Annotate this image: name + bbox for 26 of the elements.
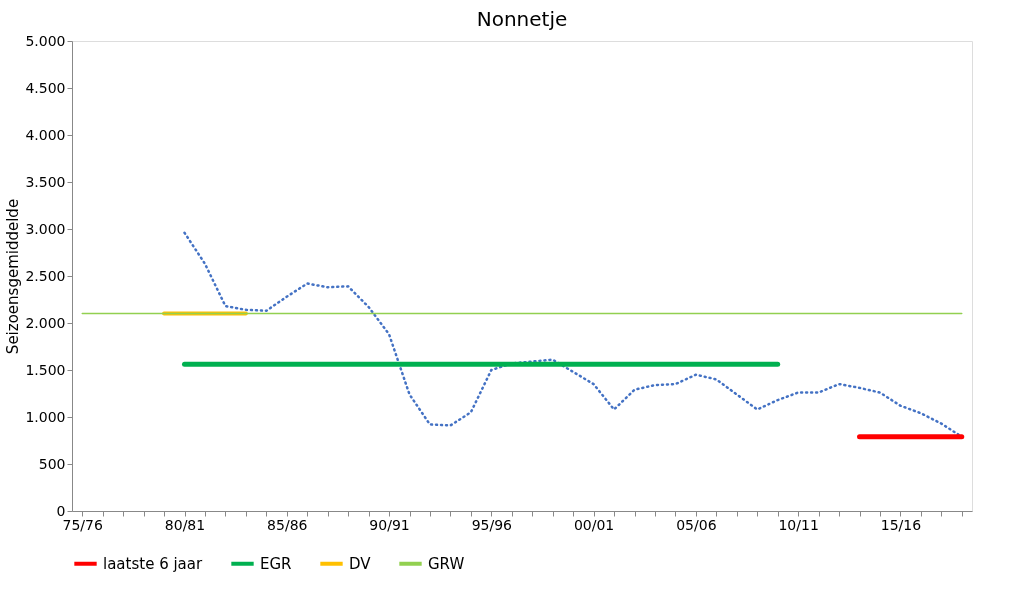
y-tick-label: 0	[56, 502, 66, 519]
legend-label: GRW	[428, 554, 465, 573]
x-tick-label: 80/81	[164, 516, 206, 533]
x-tick-label: 90/91	[369, 516, 410, 533]
y-tick-label: 4.500	[25, 79, 66, 96]
y-tick-label: 3.500	[25, 173, 66, 190]
legend-label: DV	[349, 554, 372, 573]
legend-label: laatste 6 jaar	[103, 554, 203, 573]
chart-title: Nonnetje	[476, 7, 568, 31]
legend-label: EGR	[260, 554, 292, 573]
x-tick-label: 75/76	[62, 516, 103, 533]
x-tick-label: 10/11	[778, 516, 819, 533]
y-tick-label: 2.500	[25, 267, 66, 284]
x-tick-label: 85/86	[267, 516, 308, 533]
y-axis-title: Seizoensgemiddelde	[4, 198, 23, 355]
y-tick-label: 1.500	[25, 361, 66, 378]
x-tick-label: 00/01	[573, 516, 615, 533]
x-tick-label: 05/06	[676, 516, 717, 533]
y-tick-label: 500	[38, 455, 66, 472]
x-tick-label: 95/96	[471, 516, 513, 533]
y-tick-label: 2.000	[25, 314, 66, 331]
x-tick-label: 15/16	[880, 516, 922, 533]
y-tick-label: 4.000	[25, 126, 66, 143]
y-tick-label: 1.000	[25, 408, 66, 425]
y-tick-label: 3.000	[25, 220, 66, 237]
y-tick-label: 5.000	[25, 32, 66, 49]
